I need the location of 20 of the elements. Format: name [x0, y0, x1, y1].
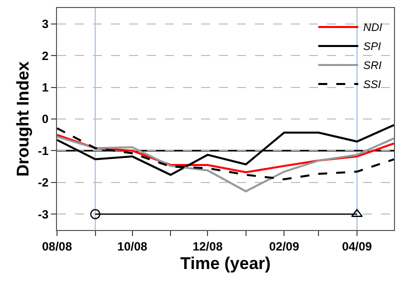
- y-tick-label: 3: [42, 17, 49, 32]
- y-tick-label: 2: [42, 48, 49, 63]
- x-axis-title: Time (year): [180, 254, 271, 273]
- x-tick-label: 02/09: [269, 239, 300, 254]
- y-axis-title: Drought Index: [13, 60, 32, 177]
- legend-label: SSI: [363, 79, 381, 92]
- y-tick-label: 1: [42, 80, 49, 94]
- y-tick-label: -3: [38, 207, 49, 222]
- x-tick-label: 04/09: [342, 239, 372, 254]
- x-tick-label: 10/08: [117, 239, 148, 254]
- line-series: [57, 134, 394, 174]
- y-tick-label: -2: [38, 176, 49, 190]
- legend-label: SRI: [363, 60, 382, 72]
- legend-label: NDI: [363, 22, 382, 34]
- x-tick-label: 08/08: [42, 239, 72, 254]
- y-tick-label: -1: [38, 144, 49, 158]
- x-tick-label: 12/08: [192, 239, 223, 254]
- legend-label: SPI: [363, 41, 381, 54]
- y-tick-label: 0: [42, 112, 49, 126]
- line-series: [57, 136, 394, 192]
